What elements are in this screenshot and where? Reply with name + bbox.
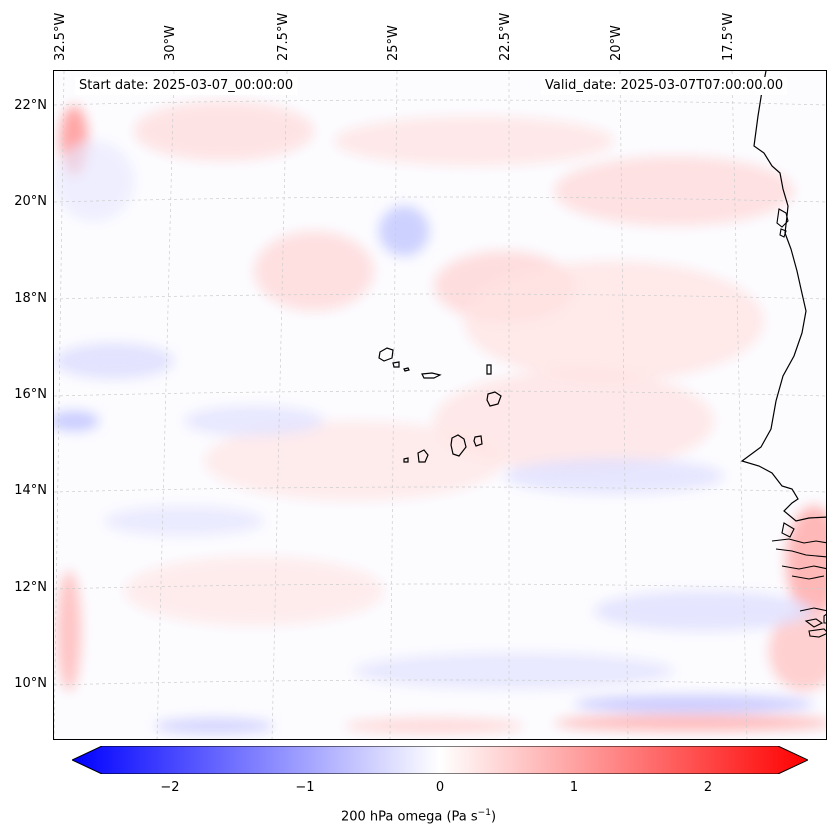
valid-date-label: Valid_date: 2025-03-07T07:00:00.00	[541, 77, 788, 95]
lat-label-12n: 12°N	[14, 580, 47, 595]
colorbar-tick-1: 1	[569, 780, 579, 795]
lon-label-22-5w: 22.5°W	[498, 12, 513, 61]
omega-field-map	[54, 71, 826, 739]
colorbar-label: 200 hPa omega (Pa s−1)	[340, 808, 497, 825]
lon-label-17-5w: 17.5°W	[721, 12, 736, 61]
colorbar-tick-neg2: −2	[160, 780, 180, 795]
colorbar-tick-neg1: −1	[295, 780, 315, 795]
lat-label-14n: 14°N	[14, 483, 47, 498]
colorbar	[72, 746, 808, 774]
lon-label-27-5w: 27.5°W	[276, 12, 291, 61]
colorbar-tick-2: 2	[703, 780, 713, 795]
lat-label-16n: 16°N	[14, 387, 47, 402]
africa-coastline	[740, 71, 826, 522]
cape-verde-islands	[378, 347, 502, 463]
colorbar-tick-0: 0	[435, 780, 445, 795]
lon-label-30w: 30°W	[163, 25, 178, 61]
graticule	[54, 71, 826, 739]
lon-label-25w: 25°W	[386, 25, 401, 61]
lon-label-20w: 20°W	[609, 25, 624, 61]
lat-label-22n: 22°N	[14, 98, 47, 113]
map-panel	[53, 70, 827, 740]
start-date-label: Start date: 2025-03-07_00:00:00	[75, 77, 298, 95]
lat-label-18n: 18°N	[14, 291, 47, 306]
lat-label-10n: 10°N	[14, 676, 47, 691]
coastline-details	[771, 208, 826, 638]
lat-label-20n: 20°N	[14, 194, 47, 209]
lon-label-32-5w: 32.5°W	[53, 12, 68, 61]
